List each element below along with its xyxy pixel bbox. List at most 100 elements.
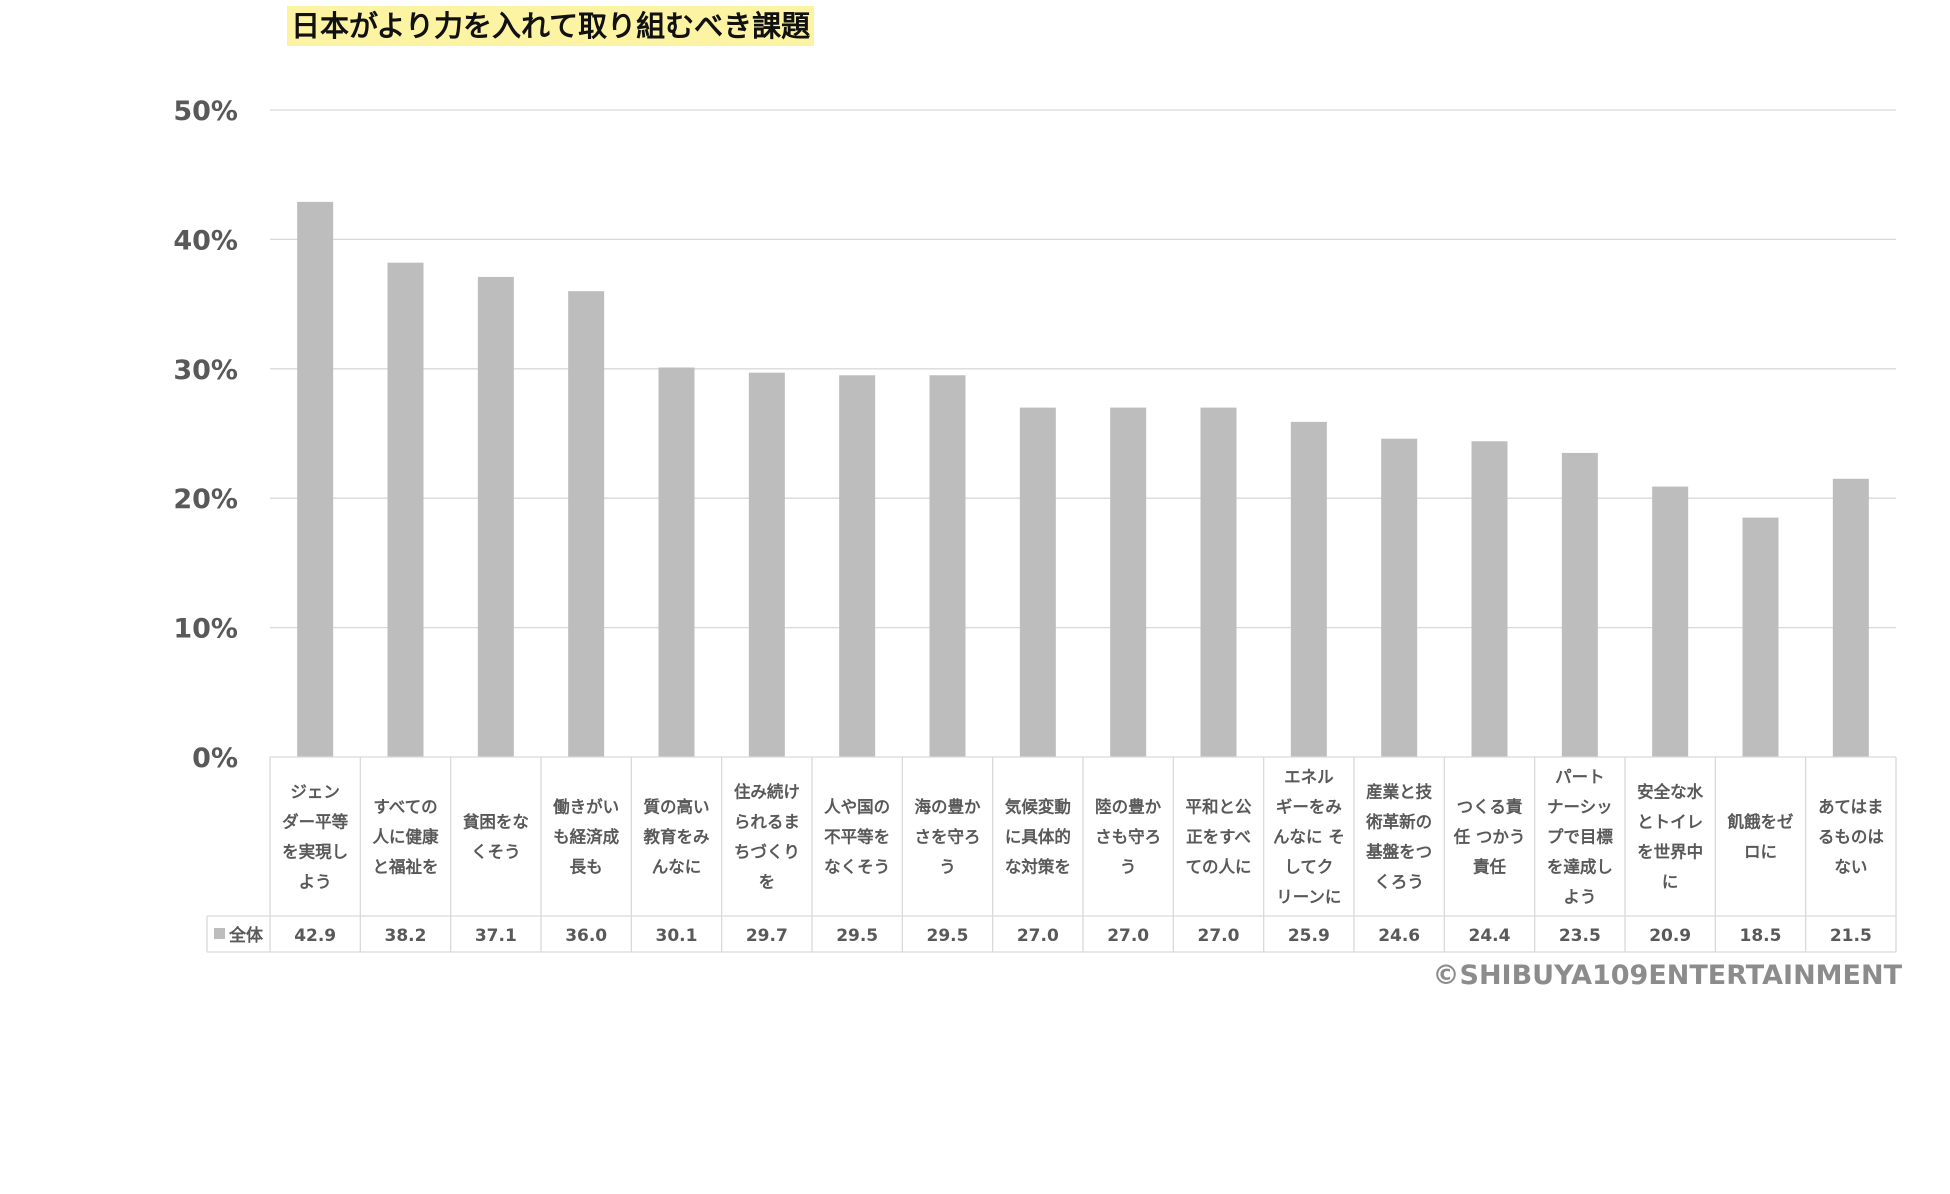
x-tick-label: とトイレ bbox=[1637, 813, 1703, 832]
bar bbox=[658, 367, 695, 757]
data-label: 18.5 bbox=[1740, 926, 1782, 946]
bar bbox=[568, 291, 605, 757]
x-tick-label: を実現し bbox=[282, 842, 348, 862]
x-tick-label: 海の豊か bbox=[915, 797, 982, 817]
data-label: 27.0 bbox=[1198, 926, 1240, 946]
x-tick-label: 気候変動 bbox=[1004, 797, 1071, 817]
x-tick-label: 基盤をつ bbox=[1366, 842, 1432, 862]
data-label: 42.9 bbox=[294, 926, 336, 946]
bar bbox=[1381, 438, 1418, 757]
bar bbox=[748, 372, 785, 757]
bar bbox=[477, 276, 514, 757]
x-tick-label: ての人に bbox=[1186, 858, 1252, 877]
bar bbox=[929, 375, 966, 757]
x-tick-label: プで目標 bbox=[1547, 827, 1614, 847]
x-tick-label: 正をすべ bbox=[1186, 828, 1251, 847]
x-tick-label: 平和と公 bbox=[1186, 798, 1253, 817]
x-tick-label: 働きがい bbox=[552, 797, 619, 817]
x-tick-label: に具体的 bbox=[1005, 827, 1071, 847]
bar bbox=[1290, 421, 1327, 757]
x-tick-label: 人に健康 bbox=[373, 827, 440, 847]
x-tick-label: エネル bbox=[1284, 768, 1334, 787]
x-tick-label: 産業と技 bbox=[1366, 782, 1433, 802]
x-tick-label: してク bbox=[1284, 858, 1333, 877]
copyright-text: ©SHIBUYA109ENTERTAINMENT bbox=[1432, 960, 1902, 991]
bar bbox=[1019, 407, 1056, 757]
data-label: 37.1 bbox=[475, 926, 517, 946]
x-tick-label: 飢餓をゼ bbox=[1727, 812, 1795, 832]
x-tick-label: んなに そ bbox=[1273, 828, 1345, 847]
bar bbox=[1561, 452, 1598, 757]
x-tick-label: あてはま bbox=[1818, 798, 1883, 817]
x-tick-label: ちづくり bbox=[734, 843, 800, 862]
x-tick-label: と福祉を bbox=[373, 857, 439, 877]
data-label: 24.4 bbox=[1469, 926, 1511, 946]
data-label: 29.5 bbox=[836, 926, 878, 946]
x-tick-label: ナーシッ bbox=[1547, 798, 1613, 817]
data-label: 38.2 bbox=[385, 926, 427, 946]
x-tick-label: う bbox=[939, 858, 956, 877]
x-tick-label: られるま bbox=[734, 813, 800, 832]
x-tick-label: に bbox=[1662, 873, 1679, 892]
x-tick-label: すべての bbox=[373, 798, 437, 817]
x-tick-label: も経済成 bbox=[553, 827, 620, 847]
x-tick-label: ダー平等 bbox=[282, 812, 349, 832]
x-tick-label: 教育をみ bbox=[643, 827, 711, 847]
x-tick-label: 責任 bbox=[1473, 857, 1507, 877]
x-tick-label: ない bbox=[1834, 858, 1867, 877]
data-label: 29.5 bbox=[927, 926, 969, 946]
y-tick-label: 50% bbox=[173, 96, 238, 127]
data-label: 30.1 bbox=[656, 926, 698, 946]
bar bbox=[1110, 407, 1147, 757]
y-tick-label: 40% bbox=[173, 225, 238, 256]
bar bbox=[1832, 478, 1869, 757]
x-tick-label: 人や国の bbox=[824, 798, 890, 817]
x-tick-label: な対策を bbox=[1005, 857, 1071, 877]
x-tick-label: 任 つかう bbox=[1453, 827, 1526, 847]
data-label: 27.0 bbox=[1017, 926, 1059, 946]
x-tick-label: 住み続け bbox=[734, 782, 800, 802]
x-tick-label: つくる責 bbox=[1457, 797, 1523, 817]
x-tick-label: るものは bbox=[1818, 828, 1885, 847]
bar bbox=[839, 375, 876, 757]
data-label: 20.9 bbox=[1649, 926, 1691, 946]
x-tick-label: 長も bbox=[570, 858, 603, 877]
x-tick-label: くそう bbox=[471, 843, 521, 862]
y-tick-label: 0% bbox=[192, 743, 238, 774]
x-tick-label: ギーをみ bbox=[1276, 798, 1343, 817]
bar bbox=[1652, 486, 1689, 757]
x-tick-label: 術革新の bbox=[1365, 812, 1432, 832]
data-label: 27.0 bbox=[1107, 926, 1149, 946]
data-label: 23.5 bbox=[1559, 926, 1601, 946]
x-tick-label: よう bbox=[1563, 888, 1596, 907]
legend-swatch bbox=[214, 928, 225, 939]
x-tick-label: さを守ろ bbox=[915, 827, 981, 847]
x-tick-label: 陸の豊か bbox=[1095, 797, 1162, 817]
x-tick-label: 不平等を bbox=[824, 827, 890, 847]
data-label: 36.0 bbox=[565, 926, 607, 946]
data-label: 29.7 bbox=[746, 926, 788, 946]
x-tick-label: なくそう bbox=[824, 858, 890, 877]
legend-label: 全体 bbox=[228, 925, 264, 946]
y-tick-label: 10% bbox=[173, 614, 238, 645]
data-label: 25.9 bbox=[1288, 926, 1330, 946]
bar bbox=[1200, 407, 1237, 757]
x-tick-label: さも守ろ bbox=[1095, 827, 1161, 847]
x-tick-label: よう bbox=[299, 873, 332, 892]
x-tick-label: を bbox=[759, 873, 776, 892]
bar bbox=[387, 262, 424, 757]
x-tick-label: 貧困をな bbox=[463, 812, 529, 832]
x-tick-label: を世界中 bbox=[1637, 842, 1703, 862]
x-tick-label: 安全な水 bbox=[1637, 782, 1704, 802]
data-label: 24.6 bbox=[1378, 926, 1420, 946]
x-tick-label: くろう bbox=[1374, 873, 1424, 892]
data-label: 21.5 bbox=[1830, 926, 1872, 946]
bar bbox=[1471, 441, 1508, 757]
chart-title: 日本がより力を入れて取り組むべき課題 bbox=[287, 6, 815, 46]
x-tick-label: 質の高い bbox=[644, 797, 710, 817]
x-tick-label: リーンに bbox=[1276, 888, 1341, 907]
x-tick-label: んなに bbox=[652, 858, 702, 877]
x-tick-label: ロに bbox=[1744, 843, 1777, 862]
y-tick-label: 20% bbox=[173, 484, 238, 515]
